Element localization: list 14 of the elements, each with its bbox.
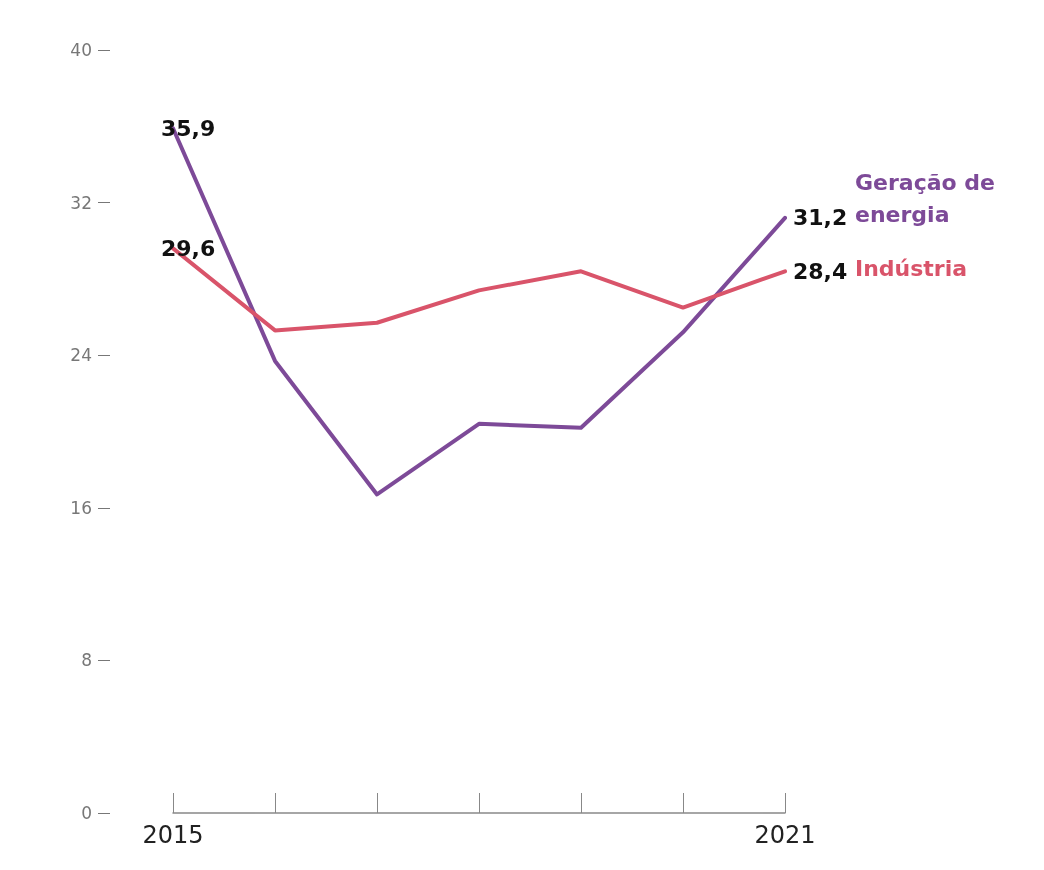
y-tick-label: 32 [70,192,92,213]
y-tick-label: 40 [70,40,92,60]
data-label: 28,4 [793,258,848,284]
x-tick-label: 2015 [142,821,204,849]
y-tick-label: 16 [70,497,92,518]
text: Geração de energia [855,170,1003,228]
x-tick-label: 2021 [754,821,816,849]
y-tick-label: 24 [70,345,92,366]
data-label: 31,2 [793,205,848,231]
data-label: 35,9 [161,115,216,141]
y-tick-label: 0 [81,803,92,823]
y-tick-label: 8 [81,650,92,671]
text: Indústria [855,255,968,281]
data-label: 29,6 [161,235,216,261]
